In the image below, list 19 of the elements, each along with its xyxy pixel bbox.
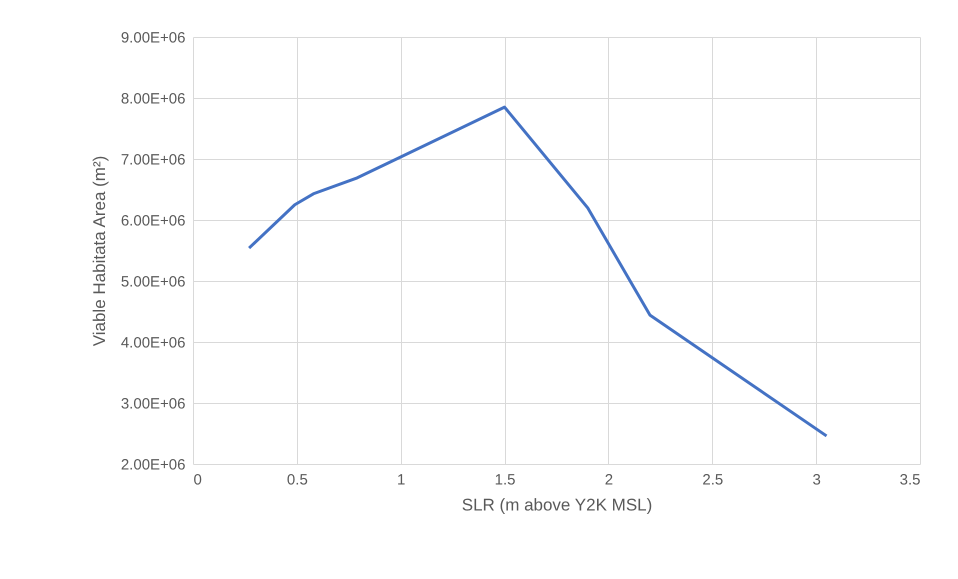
x-tick-label: 3.5 xyxy=(900,472,920,488)
x-tick-label: 3 xyxy=(812,472,821,488)
y-tick-label: 2.00E+06 xyxy=(120,456,186,474)
line-series xyxy=(248,106,828,438)
y-tick-label: 9.00E+06 xyxy=(120,30,186,46)
x-tick-label: 1.5 xyxy=(494,472,516,488)
x-tick-label: 2.5 xyxy=(702,472,724,488)
y-axis-title: Viable Habitata Area (m²) xyxy=(90,156,109,346)
x-tick-label: 1 xyxy=(397,472,406,488)
y-tick-label: 7.00E+06 xyxy=(120,152,186,168)
x-axis-title: SLR (m above Y2K MSL) xyxy=(462,496,652,514)
y-tick-label: 3.00E+06 xyxy=(120,396,186,412)
y-tick-label: 8.00E+06 xyxy=(120,90,186,108)
y-tick-label: 5.00E+06 xyxy=(120,274,186,290)
x-tick-label: 0.5 xyxy=(286,472,308,488)
y-tick-label: 4.00E+06 xyxy=(120,334,186,352)
x-tick-label: 0 xyxy=(194,472,202,488)
y-tick-label: 6.00E+06 xyxy=(120,212,186,230)
x-tick-label: 2 xyxy=(604,472,614,488)
